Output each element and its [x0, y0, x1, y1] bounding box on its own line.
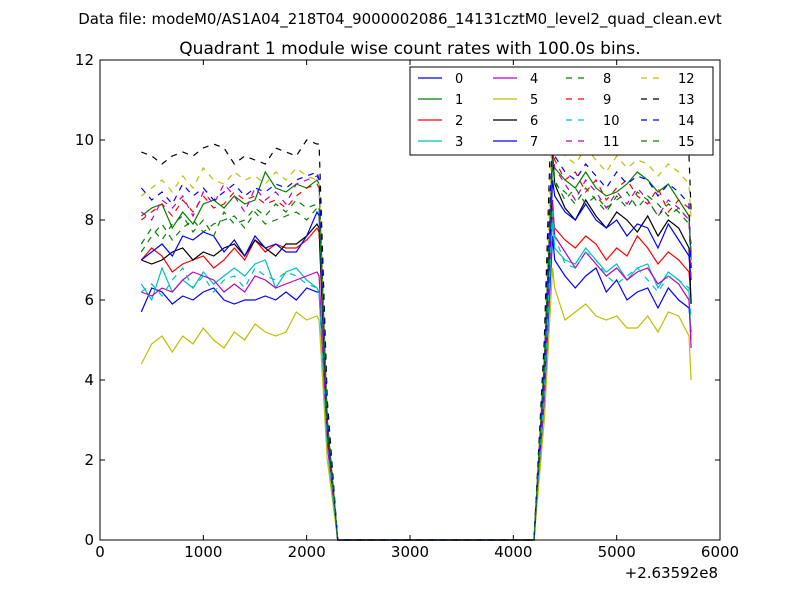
- series-line-2: [140, 211, 692, 541]
- figure-suptitle: Data file: modeM0/AS1A04_218T04_90000020…: [78, 10, 722, 29]
- legend-label-8: 8: [603, 72, 611, 87]
- series-line-1: [140, 159, 692, 541]
- legend-label-10: 10: [603, 114, 620, 129]
- legend-label-4: 4: [530, 72, 538, 87]
- legend-label-3: 3: [455, 135, 463, 150]
- series-line-6: [141, 151, 692, 541]
- x-tick-label: 1000: [184, 543, 222, 561]
- x-tick-label: 4000: [494, 543, 532, 561]
- x-offset-label: +2.63592e8: [625, 564, 718, 582]
- y-tick-label: 10: [75, 131, 94, 149]
- legend-box: [409, 66, 714, 156]
- series-line-10: [140, 207, 692, 541]
- legend-label-7: 7: [530, 135, 538, 150]
- series-line-15: [140, 163, 692, 541]
- legend-label-15: 15: [678, 135, 695, 150]
- legend-label-12: 12: [678, 72, 695, 87]
- legend-label-2: 2: [455, 114, 463, 129]
- series-line-3: [140, 219, 692, 541]
- legend-label-11: 11: [603, 135, 620, 150]
- y-tick-label: 0: [84, 531, 94, 549]
- y-tick-label: 12: [75, 51, 94, 69]
- legend-label-6: 6: [530, 114, 538, 129]
- legend-label-13: 13: [678, 93, 695, 108]
- series-line-0: [140, 235, 692, 541]
- y-tick-label: 4: [84, 371, 94, 389]
- chart-title: Quadrant 1 module wise count rates with …: [179, 39, 640, 59]
- series-line-5: [140, 267, 692, 541]
- series-line-9: [140, 139, 692, 541]
- legend-label-1: 1: [455, 93, 463, 108]
- series-line-7: [140, 179, 692, 541]
- y-tick-label: 2: [84, 451, 94, 469]
- x-tick-label: 5000: [598, 543, 636, 561]
- legend-label-9: 9: [603, 93, 611, 108]
- y-tick-label: 8: [84, 211, 94, 229]
- legend-label-14: 14: [678, 114, 695, 129]
- x-tick-label: 6000: [701, 543, 739, 561]
- x-tick-label: 0: [95, 543, 105, 561]
- series-line-14: [140, 131, 692, 541]
- x-tick-label: 3000: [391, 543, 429, 561]
- legend-label-5: 5: [530, 93, 538, 108]
- x-tick-label: 2000: [288, 543, 326, 561]
- legend-label-0: 0: [455, 72, 463, 87]
- series-line-12: [140, 119, 692, 541]
- y-tick-label: 6: [84, 291, 94, 309]
